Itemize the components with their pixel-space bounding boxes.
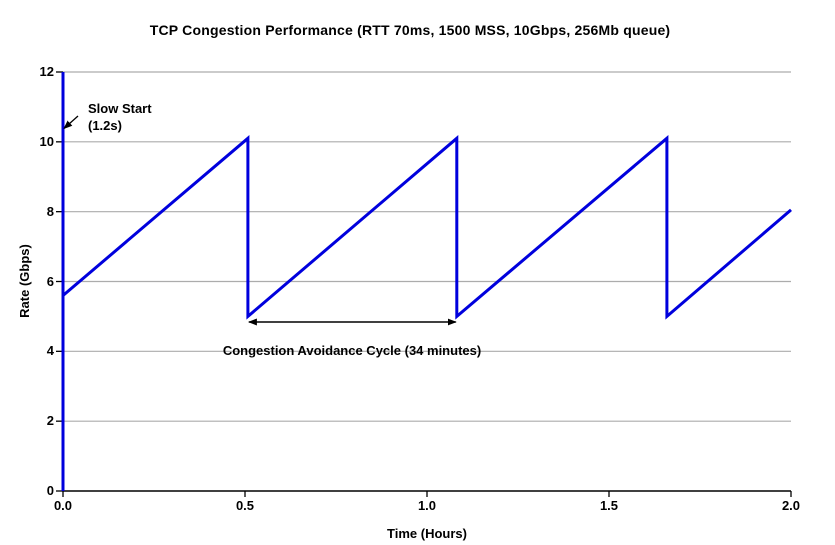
x-tick-label: 1.5 — [599, 498, 619, 513]
x-tick-label: 0.5 — [235, 498, 255, 513]
chart-title: TCP Congestion Performance (RTT 70ms, 15… — [149, 22, 671, 38]
slow-start-annotation: Slow Start (1.2s) — [88, 101, 152, 133]
congestion-avoidance-cycle-annotation: Congestion Avoidance Cycle (34 minutes) — [222, 343, 482, 358]
x-axis-title: Time (Hours) — [387, 526, 467, 541]
y-axis-title: Rate (Gbps) — [17, 244, 32, 318]
x-tick-label: 2.0 — [781, 498, 801, 513]
tcp-rate-sawtooth-line — [61, 72, 792, 491]
y-tick-label: 0 — [46, 483, 54, 498]
y-tick-label: 12 — [39, 64, 54, 79]
x-tick-label: 1.0 — [417, 498, 437, 513]
y-tick-label: 2 — [46, 413, 54, 429]
y-tick-label: 4 — [46, 343, 54, 359]
y-tick-label: 6 — [46, 273, 54, 289]
y-tick-label: 10 — [39, 133, 54, 149]
horizontal-gridlines — [63, 71, 791, 422]
slow-start-arrow — [63, 115, 79, 130]
y-tick-label: 8 — [46, 203, 54, 219]
tick-marks — [56, 71, 792, 497]
x-tick-label: 0.0 — [53, 498, 73, 513]
